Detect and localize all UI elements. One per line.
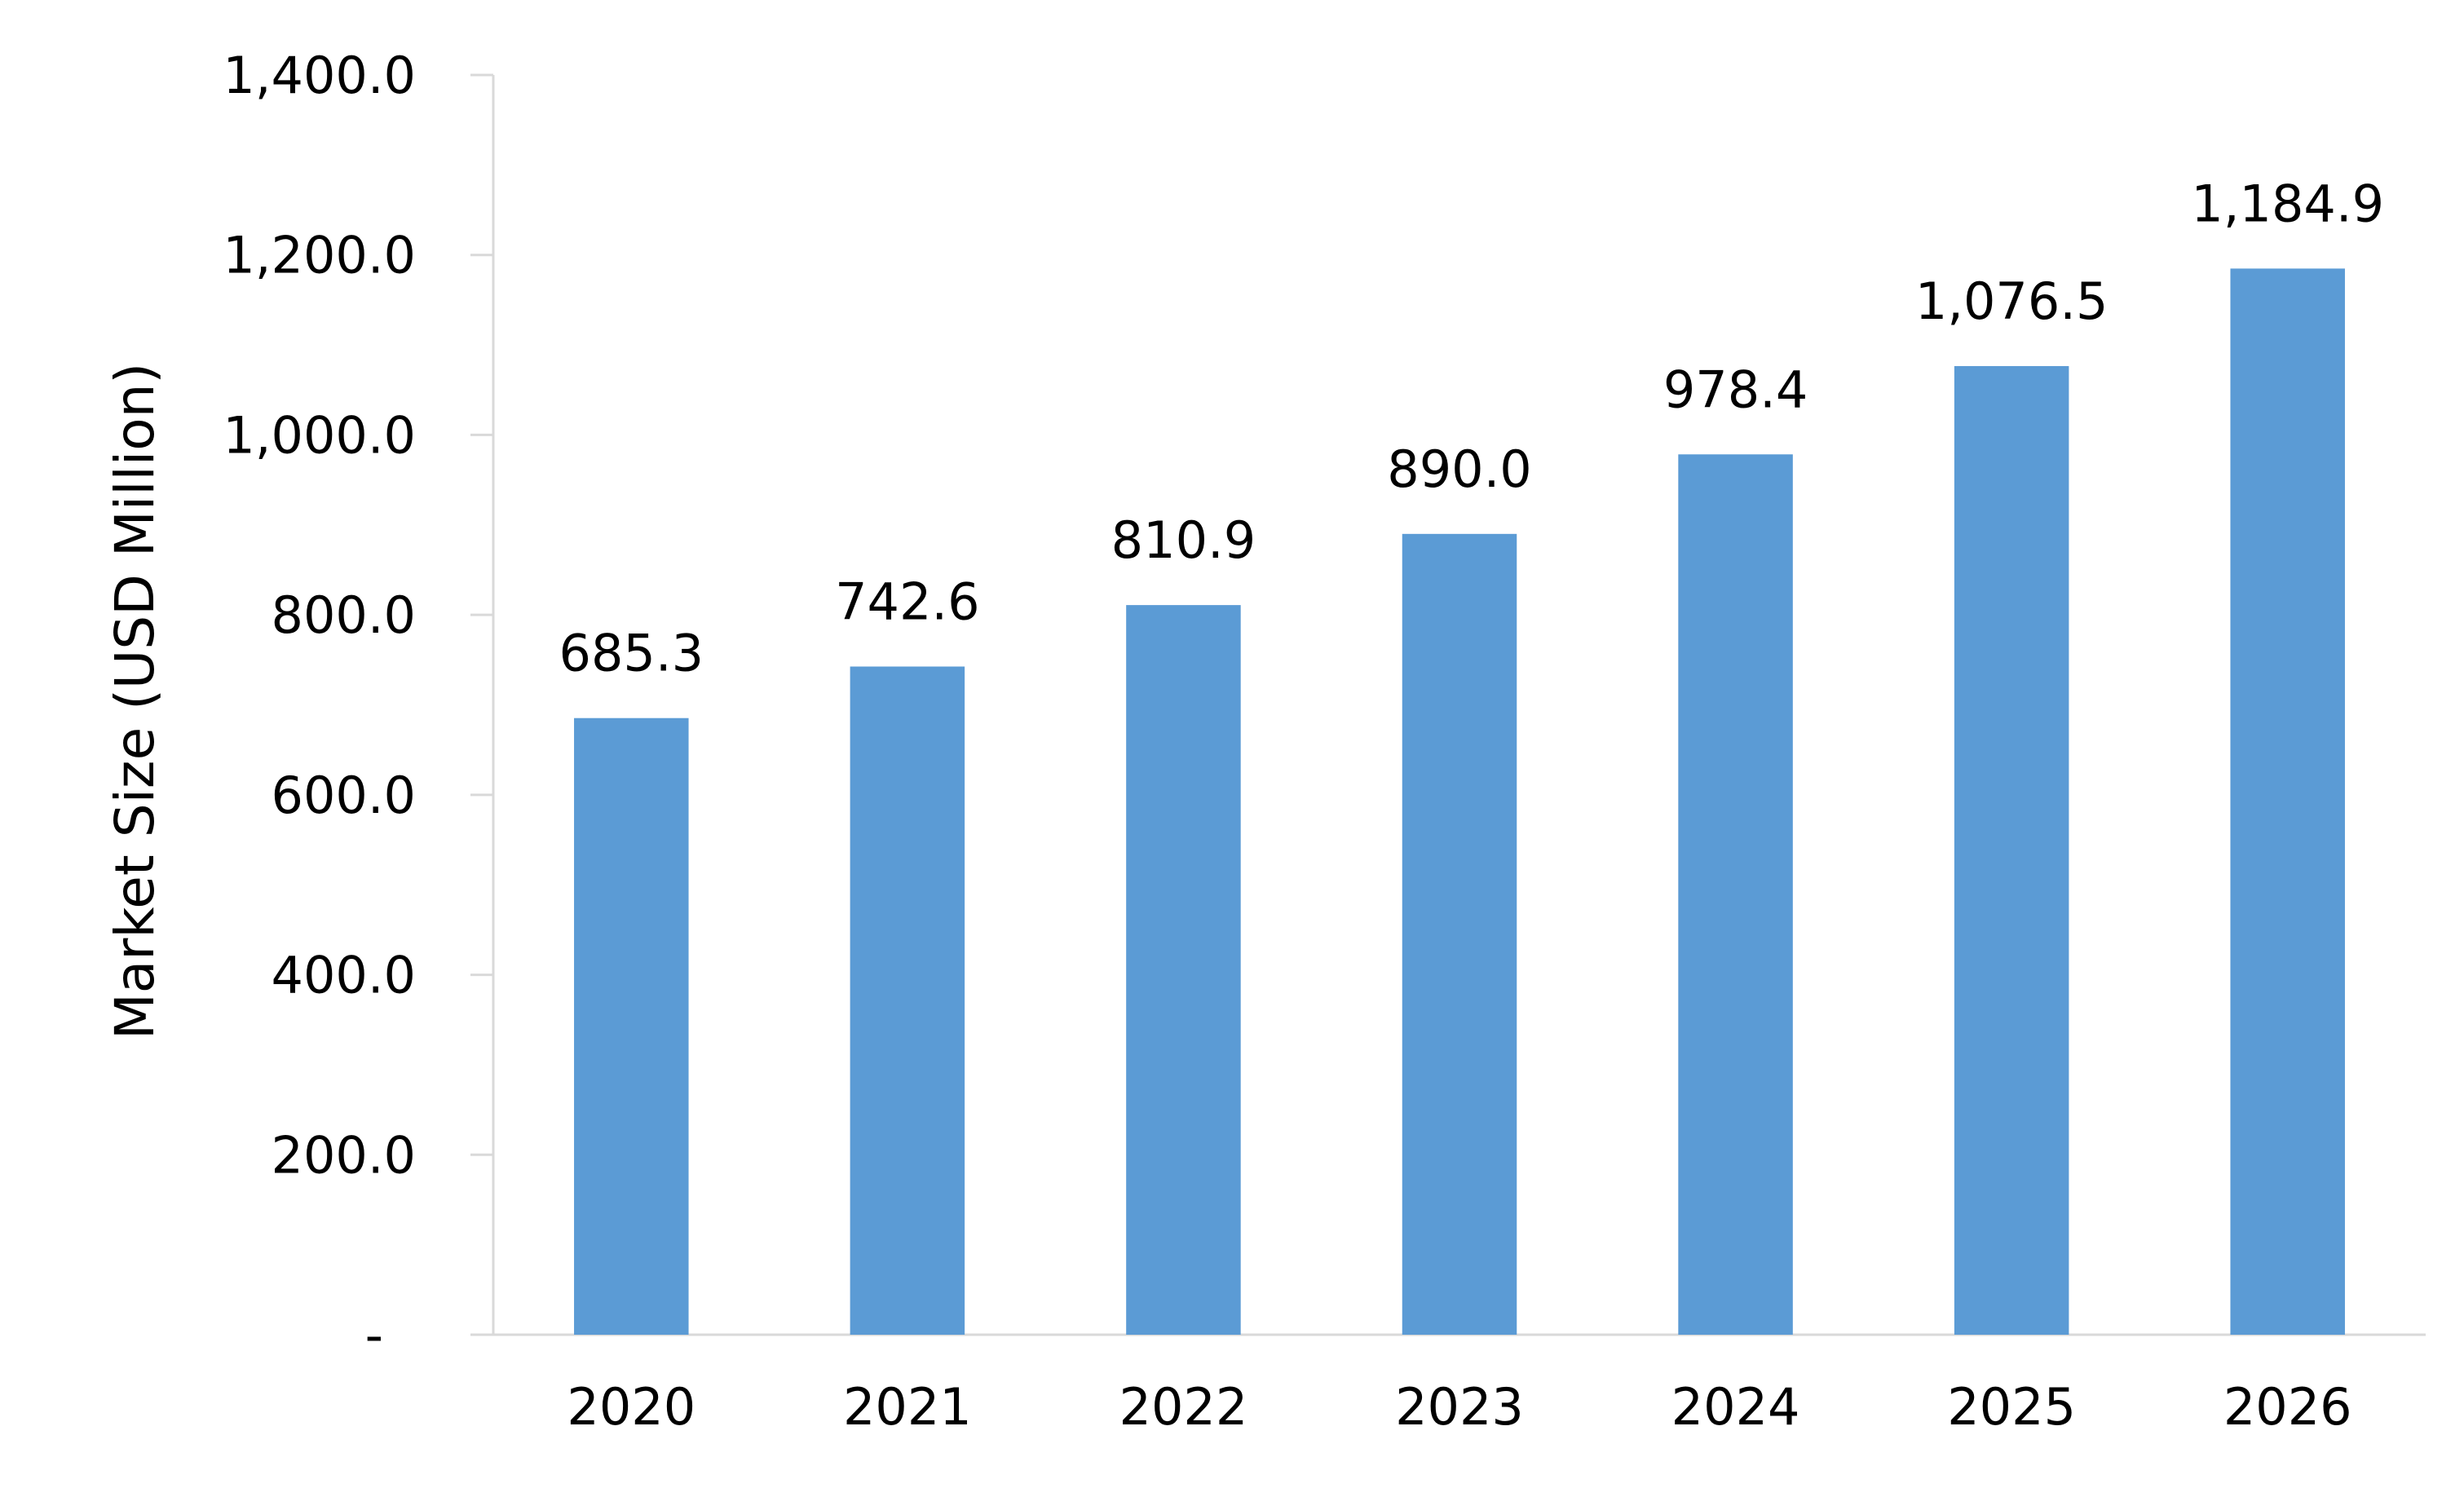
y-axis-title-group: Market Size (USD Million) bbox=[104, 363, 166, 1040]
bar-series bbox=[574, 268, 2345, 1336]
x-tick-label: 2020 bbox=[567, 1377, 695, 1437]
y-tick-label: 800.0 bbox=[272, 585, 417, 645]
data-label: 1,184.9 bbox=[2191, 174, 2384, 233]
y-tick-label: 1,400.0 bbox=[223, 46, 416, 105]
data-label: 978.4 bbox=[1663, 360, 1808, 419]
data-label: 742.6 bbox=[835, 572, 980, 631]
bar bbox=[574, 718, 689, 1335]
y-tick-label: 200.0 bbox=[272, 1125, 417, 1185]
bar bbox=[1126, 605, 1241, 1335]
data-label: 810.9 bbox=[1111, 510, 1256, 570]
x-tick-label: 2026 bbox=[2223, 1377, 2352, 1437]
bar bbox=[2230, 268, 2345, 1336]
bar bbox=[1402, 533, 1517, 1335]
y-axis-title: Market Size (USD Million) bbox=[104, 363, 166, 1040]
bar bbox=[1678, 454, 1793, 1336]
x-tick-label: 2023 bbox=[1395, 1377, 1524, 1437]
y-tick-label: 1,000.0 bbox=[223, 405, 416, 465]
y-tick-label: - bbox=[365, 1305, 383, 1365]
y-tick-label: 400.0 bbox=[272, 946, 417, 1005]
bar bbox=[1954, 366, 2069, 1335]
data-labels: 685.3 742.6 810.9 890.0 978.4 1,076.5 1,184.9 bbox=[559, 174, 2385, 682]
y-tick-label: 1,200.0 bbox=[223, 226, 416, 285]
x-tick-label: 2024 bbox=[1671, 1377, 1800, 1437]
data-label: 1,076.5 bbox=[1915, 272, 2109, 331]
bar bbox=[850, 666, 965, 1335]
data-label: 890.0 bbox=[1387, 439, 1532, 499]
data-label: 685.3 bbox=[559, 624, 704, 683]
x-axis-ticks: 2020 2021 2022 2023 2024 2025 2026 bbox=[567, 1377, 2351, 1437]
x-tick-label: 2021 bbox=[843, 1377, 972, 1437]
x-tick-label: 2025 bbox=[1947, 1377, 2076, 1437]
y-tick-label: 600.0 bbox=[272, 766, 417, 825]
x-tick-label: 2022 bbox=[1119, 1377, 1248, 1437]
y-axis-ticks: - 200.0 400.0 600.0 800.0 1,000.0 1,200.0 1,400… bbox=[223, 46, 493, 1365]
